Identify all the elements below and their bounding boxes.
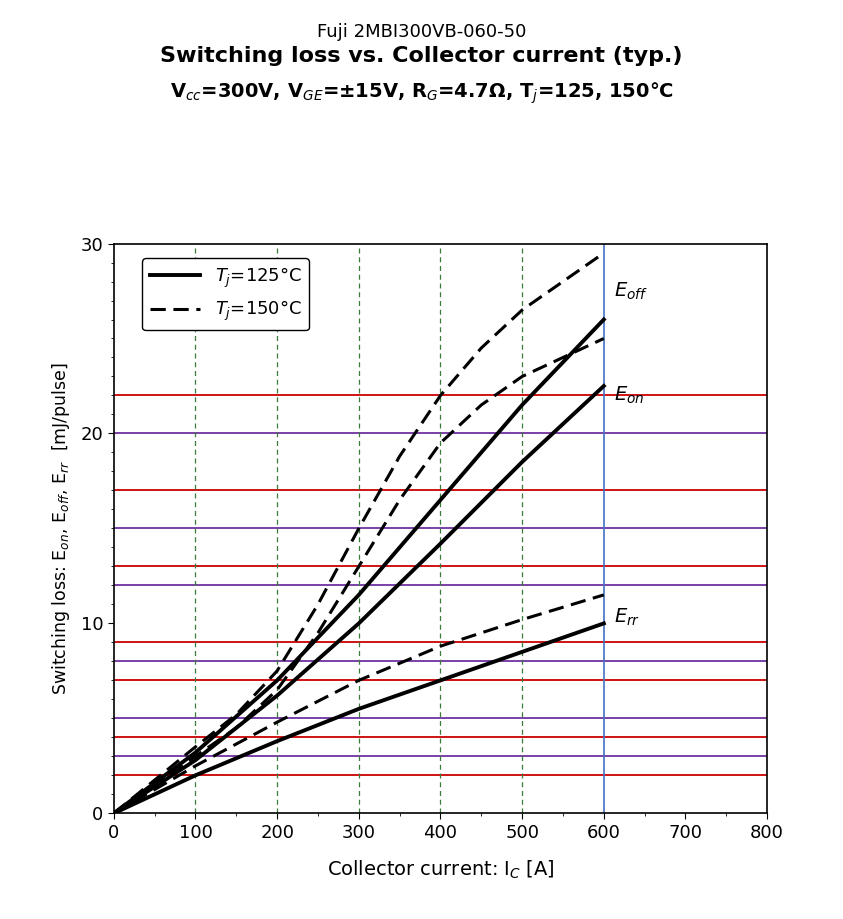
Text: $E_{on}$: $E_{on}$ bbox=[614, 385, 644, 406]
Legend: $T_j$=125°C, $T_j$=150°C: $T_j$=125°C, $T_j$=150°C bbox=[142, 258, 309, 330]
Text: $E_{off}$: $E_{off}$ bbox=[614, 280, 647, 301]
Text: Fuji 2MBI300VB-060-50: Fuji 2MBI300VB-060-50 bbox=[317, 23, 526, 41]
Text: V$_{cc}$=300V, V$_{GE}$=±15V, R$_G$=4.7Ω, T$_j$=125, 150°C: V$_{cc}$=300V, V$_{GE}$=±15V, R$_G$=4.7Ω… bbox=[169, 81, 674, 107]
Text: Switching loss vs. Collector current (typ.): Switching loss vs. Collector current (ty… bbox=[160, 46, 683, 66]
Y-axis label: Switching loss: E$_{on}$, E$_{off}$, E$_{rr}$  [mJ/pulse]: Switching loss: E$_{on}$, E$_{off}$, E$_… bbox=[51, 362, 72, 695]
X-axis label: Collector current: I$_C$ [A]: Collector current: I$_C$ [A] bbox=[326, 858, 555, 880]
Text: $E_{rr}$: $E_{rr}$ bbox=[614, 607, 640, 629]
